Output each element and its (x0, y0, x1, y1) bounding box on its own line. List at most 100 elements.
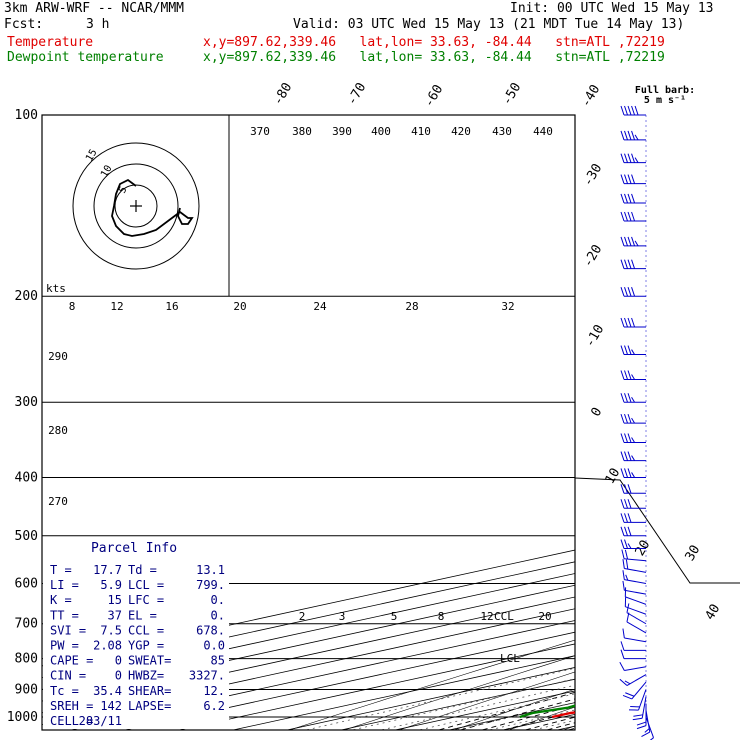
wind-barb (620, 499, 646, 509)
parcel-info-cell: LFC = (128, 593, 164, 607)
dry-adiabat (290, 639, 575, 730)
isotherm-line (42, 573, 575, 690)
level-marker-ccl: CCL (494, 610, 514, 623)
fcst-value: 3 h (86, 17, 110, 32)
parcel-info-cell: EL = (128, 608, 157, 622)
hodograph-ring (72, 142, 200, 270)
hodograph-ring-label: 15 (84, 148, 100, 164)
isotherm-label: 30 (683, 543, 704, 564)
moist-adiabat-label: 28 (405, 300, 418, 313)
parcel-info-cell: K = (50, 593, 72, 607)
wind-barb (620, 193, 646, 204)
isotherm-line (42, 596, 575, 714)
moist-adiabat-label: 20 (233, 300, 246, 313)
wind-barb (632, 696, 647, 721)
isotherm-line (234, 655, 575, 730)
isotherm-line (504, 713, 575, 730)
wind-barb (628, 689, 647, 711)
parcel-info-cell: 2.08 (93, 639, 122, 653)
plot-border (41, 114, 576, 731)
legend-dewpoint: Dewpoint temperature (7, 50, 164, 65)
isotherm-line (42, 584, 575, 702)
parcel-info-cell: T = (50, 563, 72, 577)
mixing-ratio-label: 20 (538, 610, 551, 623)
wind-barb (624, 597, 647, 615)
pressure-tick-label: 200 (15, 289, 38, 304)
isotherm-line (342, 678, 575, 730)
parcel-info-table: Parcel Info T = 17.7 Td = 13.1 LI = 5.9 LCL = 79… (43, 537, 229, 729)
theta-label: 420 (451, 125, 471, 138)
isotherm-label: 10 (603, 466, 624, 487)
dry-adiabat (674, 115, 740, 730)
wind-barb (620, 451, 646, 462)
isotherm-line (180, 643, 575, 730)
isotherm-line (42, 561, 575, 679)
isotherm-line (288, 667, 575, 730)
mixing-ratio-label: 2 (299, 610, 306, 623)
hodograph-units: kts (46, 282, 66, 295)
theta-label: 440 (533, 125, 553, 138)
model-title: 3km ARW-WRF -- NCAR/MMM (4, 1, 185, 16)
parcel-info-cell: 142 (100, 699, 122, 713)
wind-barb (620, 649, 646, 660)
mixing-ratio-label: 5 (391, 610, 398, 623)
isotherm-label: -30 (581, 161, 606, 189)
parcel-info-cell: 799. (196, 578, 225, 592)
pressure-tick-label: 600 (15, 576, 38, 591)
wind-barb (620, 539, 646, 550)
moist-adiabat-label: 12 (110, 300, 123, 313)
pressure-tick-label: 1000 (7, 710, 38, 725)
level-marker-lcl: LCL (500, 652, 520, 665)
parcel-info-cell: 13.1 (196, 563, 225, 577)
theta-side-label: 290 (48, 350, 68, 363)
parcel-info-cell: 0.0 (203, 639, 225, 653)
wind-barb (620, 236, 646, 247)
pressure-tick-label: 900 (15, 682, 38, 697)
wind-barb (620, 393, 646, 403)
isotherm-label: -10 (583, 322, 608, 350)
wind-barb (620, 433, 646, 444)
isotherm-label: -20 (581, 242, 606, 270)
theta-side-label: 270 (48, 495, 68, 508)
parcel-info-cell: 7.5 (100, 623, 122, 637)
parcel-info-cell: HWBZ= (128, 669, 164, 683)
moist-adiabat-label: 24 (313, 300, 327, 313)
parcel-info-cell: 0. (211, 593, 225, 607)
parcel-info-cell: SREH = (50, 699, 93, 713)
wind-barb (620, 211, 646, 222)
parcel-info-cell: TT = (50, 608, 79, 622)
mixing-ratio-line (420, 693, 575, 730)
border-extension (574, 477, 740, 584)
wind-barb (620, 105, 646, 116)
pressure-tick-label: 100 (15, 108, 38, 123)
wind-barb (619, 661, 647, 672)
wind-barb (641, 710, 651, 738)
parcel-info-cell: 0 (115, 669, 122, 683)
parcel-info-cell: CELL = (50, 714, 93, 728)
parcel-info-cell: CAPE = (50, 654, 93, 668)
isotherm-label: 0 (589, 405, 606, 419)
dry-adiabat (344, 655, 575, 730)
parcel-info-cell: Tc = (50, 684, 79, 698)
pressure-tick-label: 700 (15, 617, 38, 632)
theta-side-label: 280 (48, 424, 68, 437)
mixing-ratio-label: 8 (438, 610, 445, 623)
isotherm-label: -70 (345, 80, 370, 108)
dry-adiabat (399, 671, 575, 730)
wind-barb (620, 153, 646, 164)
wind-barb (622, 628, 647, 643)
parcel-info-cell: 5.9 (100, 578, 122, 592)
moist-adiabat-label: 8 (69, 300, 76, 313)
isotherm-line (666, 115, 740, 730)
barb-legend-units: 5 m s⁻¹ (644, 95, 686, 106)
hodograph-trace (111, 178, 194, 237)
parcel-info-cell: LCL = (128, 578, 164, 592)
theta-label: 410 (411, 125, 431, 138)
fcst-label: Fcst: (4, 17, 44, 32)
isotherm-label: -50 (500, 80, 525, 108)
legend-temperature: Temperature (7, 35, 94, 50)
wind-barb (620, 484, 646, 494)
isotherm-line (42, 608, 575, 726)
